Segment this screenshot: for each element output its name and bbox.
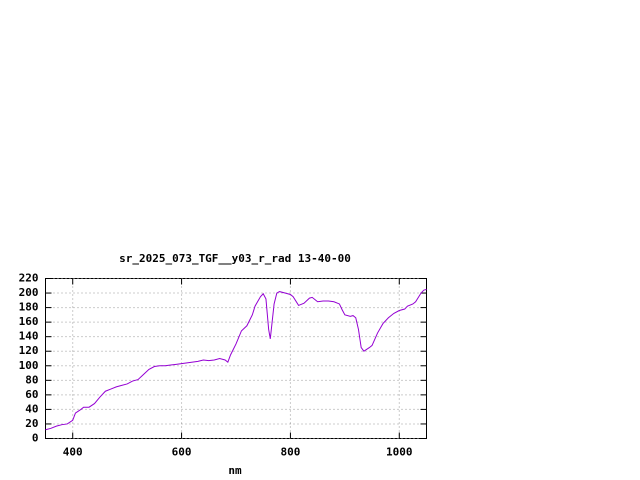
y-tick-label: 0	[32, 432, 39, 445]
y-tick-label: 220	[19, 272, 39, 285]
y-tick-label: 120	[19, 344, 39, 357]
y-tick-label: 200	[19, 286, 39, 299]
y-tick-label: 100	[19, 359, 39, 372]
y-tick-label: 60	[25, 388, 38, 401]
y-tick-label: 80	[25, 373, 38, 386]
y-tick-label: 160	[19, 315, 39, 328]
data-line	[45, 288, 427, 431]
x-tick-label: 1000	[386, 446, 413, 459]
y-tick-label: 180	[19, 301, 39, 314]
x-tick-label: 800	[280, 446, 300, 459]
x-axis-label: nm	[228, 464, 242, 477]
y-tick-label: 140	[19, 330, 39, 343]
plot-frame	[45, 278, 427, 439]
chart-title: sr_2025_073_TGF__y03_r_rad 13-40-00	[119, 252, 351, 265]
x-tick-label: 400	[63, 446, 83, 459]
x-tick-label: 600	[172, 446, 192, 459]
y-tick-label: 20	[25, 417, 38, 430]
y-tick-label: 40	[25, 402, 38, 415]
